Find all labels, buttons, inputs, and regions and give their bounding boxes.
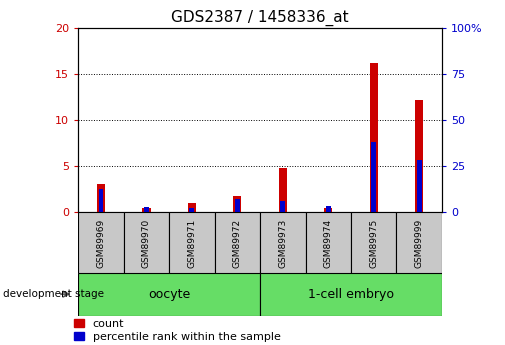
Bar bbox=[280, 201, 285, 212]
Bar bbox=[370, 63, 378, 212]
FancyBboxPatch shape bbox=[124, 212, 169, 273]
Text: 1-cell embryo: 1-cell embryo bbox=[308, 288, 394, 300]
FancyBboxPatch shape bbox=[78, 212, 124, 273]
Bar bbox=[326, 206, 331, 212]
Bar bbox=[324, 208, 332, 212]
FancyBboxPatch shape bbox=[306, 212, 351, 273]
Text: development stage: development stage bbox=[3, 289, 104, 299]
Bar bbox=[144, 207, 149, 212]
Bar bbox=[233, 196, 241, 212]
FancyBboxPatch shape bbox=[351, 212, 396, 273]
FancyBboxPatch shape bbox=[169, 212, 215, 273]
Bar bbox=[415, 100, 423, 212]
Text: GSM89975: GSM89975 bbox=[369, 219, 378, 268]
FancyBboxPatch shape bbox=[260, 273, 442, 316]
Bar bbox=[142, 208, 150, 212]
Bar bbox=[371, 142, 376, 212]
FancyBboxPatch shape bbox=[260, 212, 306, 273]
Bar bbox=[279, 168, 287, 212]
Text: GSM89974: GSM89974 bbox=[324, 219, 333, 268]
FancyBboxPatch shape bbox=[78, 273, 260, 316]
Title: GDS2387 / 1458336_at: GDS2387 / 1458336_at bbox=[171, 10, 349, 26]
Text: GSM89971: GSM89971 bbox=[187, 219, 196, 268]
Bar bbox=[189, 208, 194, 212]
Bar bbox=[235, 199, 240, 212]
Text: GSM89999: GSM89999 bbox=[415, 219, 424, 268]
Bar bbox=[188, 203, 196, 212]
Text: oocyte: oocyte bbox=[148, 288, 190, 300]
Legend: count, percentile rank within the sample: count, percentile rank within the sample bbox=[74, 319, 280, 342]
Text: GSM89972: GSM89972 bbox=[233, 219, 242, 268]
Bar bbox=[97, 185, 105, 212]
Bar bbox=[417, 160, 422, 212]
FancyBboxPatch shape bbox=[396, 212, 442, 273]
Text: GSM89973: GSM89973 bbox=[278, 219, 287, 268]
FancyBboxPatch shape bbox=[215, 212, 260, 273]
Text: GSM89970: GSM89970 bbox=[142, 219, 151, 268]
Text: GSM89969: GSM89969 bbox=[96, 219, 106, 268]
Bar bbox=[98, 189, 104, 212]
